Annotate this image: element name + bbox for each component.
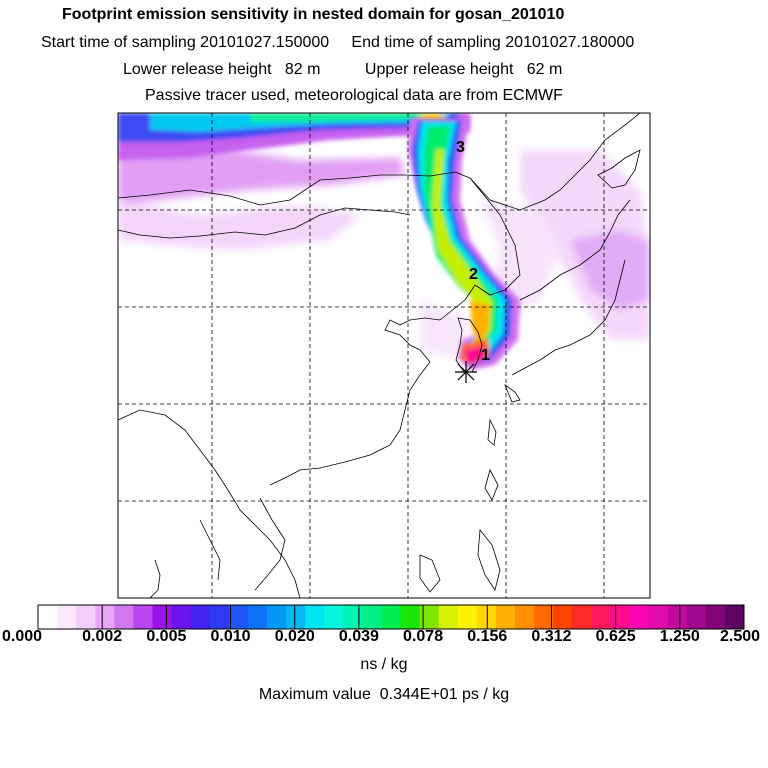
colorbar-swatch [324, 605, 344, 629]
colorbar-swatch [305, 605, 325, 629]
release-location-asterisk-icon [455, 361, 477, 383]
colorbar-swatch [152, 605, 173, 629]
colorbar-swatch [572, 605, 592, 629]
colorbar-tick-label: 2.500 [719, 628, 761, 645]
colorbar-tick-label: 0.625 [595, 628, 636, 645]
colorbar-swatch [476, 605, 497, 629]
tracer-info-line: Passive tracer used, meteorological data… [145, 87, 563, 104]
colorbar-tick-label: 1.250 [659, 628, 700, 645]
colorbar-swatch [610, 605, 631, 629]
colorbar-tick-label: 0.005 [146, 628, 187, 645]
colorbar-swatch [247, 605, 268, 629]
colorbar-swatch [286, 605, 306, 629]
colorbar [37, 604, 745, 630]
colorbar-swatch [381, 605, 402, 629]
plume-marker-1: 1 [481, 347, 490, 364]
colorbar-swatch [95, 605, 115, 629]
colorbar-tick-label: 0.000 [1, 628, 43, 645]
plume-marker-2: 2 [469, 266, 478, 283]
colorbar-swatch [114, 605, 134, 629]
colorbar-swatch [419, 605, 440, 629]
colorbar-tick-label: 0.312 [531, 628, 572, 645]
colorbar-swatch [648, 605, 669, 629]
colorbar-tick-label: 0.078 [403, 628, 444, 645]
colorbar-swatch [438, 605, 459, 629]
colorbar-swatch [686, 605, 707, 629]
colorbar-swatch [591, 605, 611, 629]
colorbar-swatch [190, 605, 211, 629]
plume-marker-3: 3 [456, 139, 465, 156]
sampling-time-line: Start time of sampling 20101027.150000 E… [41, 34, 635, 51]
colorbar-swatch [228, 605, 249, 629]
maximum-value-label: Maximum value 0.344E+01 ps / kg [258, 686, 510, 703]
colorbar-swatch [209, 605, 230, 629]
colorbar-tick-label: 0.002 [82, 628, 123, 645]
sensitivity-field [118, 113, 650, 370]
colorbar-tick-label: 0.039 [338, 628, 379, 645]
colorbar-swatch [362, 605, 382, 629]
colorbar-swatch [457, 605, 478, 629]
release-height-line: Lower release height 82 m Upper release … [123, 61, 563, 78]
colorbar-swatch [724, 605, 745, 629]
plot-title: Footprint emission sensitivity in nested… [62, 6, 565, 23]
coastlines [118, 113, 641, 598]
map-frame [117, 112, 651, 599]
colorbar-swatch [76, 605, 96, 629]
colorbar-frame [37, 604, 745, 630]
colorbar-swatch [667, 605, 688, 629]
colorbar-swatch [705, 605, 726, 629]
colorbar-swatch [57, 605, 77, 629]
colorbar-swatch [534, 605, 554, 629]
colorbar-tick-label: 0.010 [210, 628, 251, 645]
colorbar-swatch [629, 605, 650, 629]
colorbar-swatch [495, 605, 516, 629]
colorbar-tick-label: 0.156 [467, 628, 508, 645]
graticule [118, 113, 650, 598]
colorbar-swatch [266, 605, 287, 629]
colorbar-swatch [553, 605, 573, 629]
colorbar-swatch [343, 605, 363, 629]
colorbar-tick-label: 0.020 [274, 628, 315, 645]
colorbar-swatch [400, 605, 421, 629]
colorbar-swatch [171, 605, 192, 629]
colorbar-units: ns / kg [360, 656, 408, 673]
colorbar-swatch [38, 605, 58, 629]
colorbar-swatch [515, 605, 535, 629]
colorbar-swatch [133, 605, 153, 629]
